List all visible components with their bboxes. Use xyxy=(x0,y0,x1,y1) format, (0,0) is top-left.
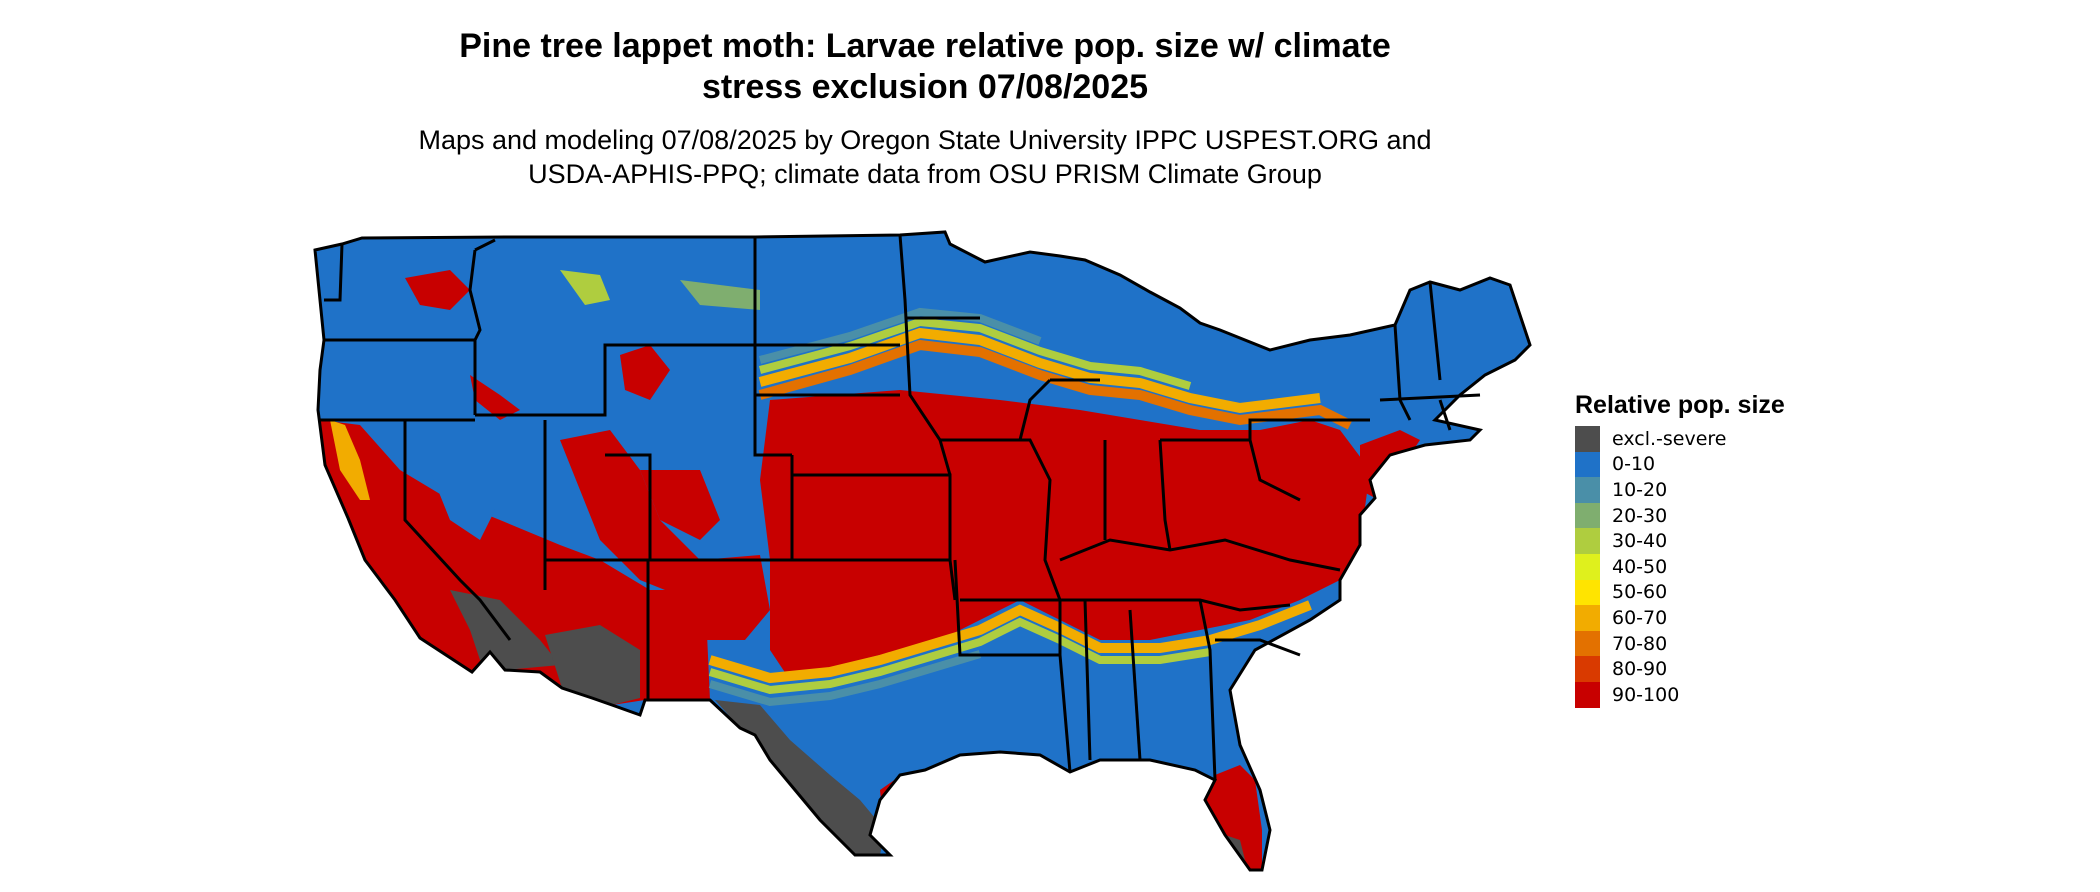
legend-item: 50-60 xyxy=(1575,579,1875,606)
legend-item: 0-10 xyxy=(1575,451,1875,478)
subtitle-line-2: USDA-APHIS-PPQ; climate data from OSU PR… xyxy=(528,159,1322,189)
legend-swatch xyxy=(1575,477,1600,503)
legend-label: 60-70 xyxy=(1612,606,1668,629)
legend-item: 20-30 xyxy=(1575,502,1875,529)
map-subtitle: Maps and modeling 07/08/2025 by Oregon S… xyxy=(0,123,1850,191)
legend-items: excl.-severe 0-10 10-20 20-30 30-40 40-50 50-6… xyxy=(1575,426,1875,708)
us-map xyxy=(313,230,1532,872)
legend-swatch xyxy=(1575,579,1600,606)
legend-label: 40-50 xyxy=(1612,555,1668,578)
legend-item: 30-40 xyxy=(1575,528,1875,554)
legend-item: excl.-severe xyxy=(1575,426,1875,452)
legend-label: 70-80 xyxy=(1612,632,1668,655)
legend-item: 90-100 xyxy=(1575,681,1875,708)
title-line-1: Pine tree lappet moth: Larvae relative p… xyxy=(459,27,1391,65)
legend-title: Relative pop. size xyxy=(1575,391,1785,419)
legend-item: 10-20 xyxy=(1575,477,1875,503)
legend-item: 80-90 xyxy=(1575,656,1875,682)
legend-label: 0-10 xyxy=(1612,453,1656,476)
title-line-2: stress exclusion 07/08/2025 xyxy=(701,68,1149,106)
legend-label: 10-20 xyxy=(1612,478,1668,501)
legend-item: 60-70 xyxy=(1575,605,1875,631)
legend-swatch xyxy=(1575,605,1600,631)
subtitle-line-1: Maps and modeling 07/08/2025 by Oregon S… xyxy=(418,125,1432,155)
legend-label: excl.-severe xyxy=(1612,427,1727,450)
legend-swatch xyxy=(1575,502,1600,529)
legend-swatch xyxy=(1575,451,1600,478)
legend-swatch xyxy=(1575,528,1600,554)
legend-swatch xyxy=(1575,426,1600,452)
legend-swatch xyxy=(1575,553,1600,580)
legend-item: 70-80 xyxy=(1575,630,1875,657)
legend-label: 90-100 xyxy=(1612,683,1680,706)
legend-label: 30-40 xyxy=(1612,530,1668,553)
legend: Relative pop. size excl.-severe 0-10 10-20… xyxy=(1575,390,1875,708)
legend-swatch xyxy=(1575,630,1600,657)
legend-swatch xyxy=(1575,681,1600,708)
state-boundaries xyxy=(313,230,1532,872)
map-title: Pine tree lappet moth: Larvae relative p… xyxy=(0,26,1850,108)
legend-label: 50-60 xyxy=(1612,581,1668,604)
legend-label: 20-30 xyxy=(1612,504,1668,527)
legend-swatch xyxy=(1575,656,1600,682)
legend-item: 40-50 xyxy=(1575,553,1875,580)
legend-label: 80-90 xyxy=(1612,658,1668,681)
